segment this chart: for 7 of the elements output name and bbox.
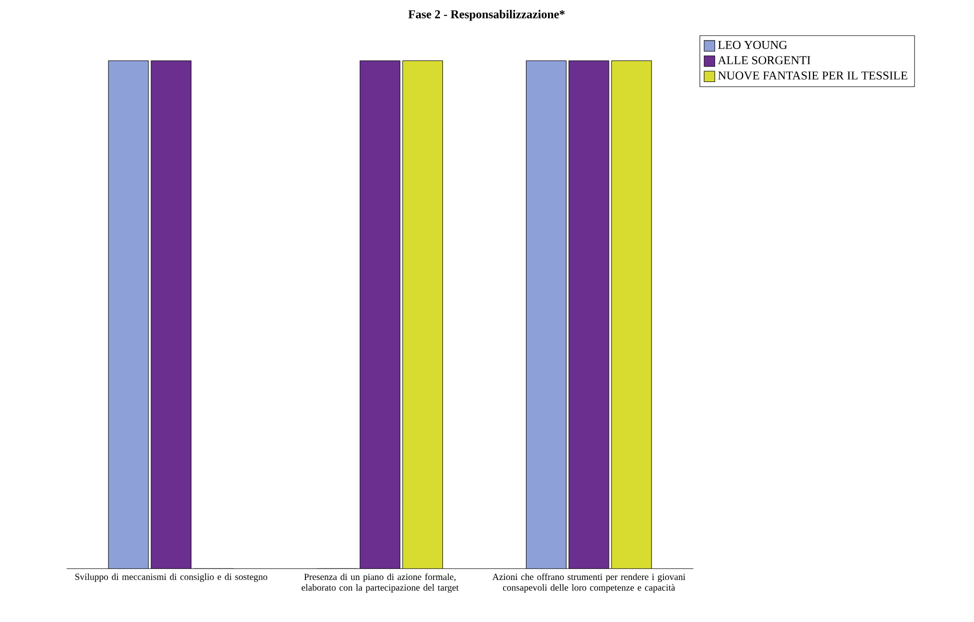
legend-label: ALLE SORGENTI — [718, 56, 810, 64]
x-tick-label: Presenza di un piano di azione formale, elaborato con la partecipazione del target — [302, 573, 459, 593]
x-tick-label: Azioni che offrano strumenti per rendere i giovani consapevoli delle loro competenze e capacità — [492, 573, 686, 593]
x-tick-label: Sviluppo di meccanismi di consiglio e di sostegno — [75, 573, 268, 582]
legend-label: NUOVE FANTASIE PER IL TESSILE — [718, 71, 908, 80]
chart-title: Fase 2 - Responsabilizzazione* — [408, 10, 565, 21]
legend-label: LEO YOUNG — [718, 40, 788, 49]
